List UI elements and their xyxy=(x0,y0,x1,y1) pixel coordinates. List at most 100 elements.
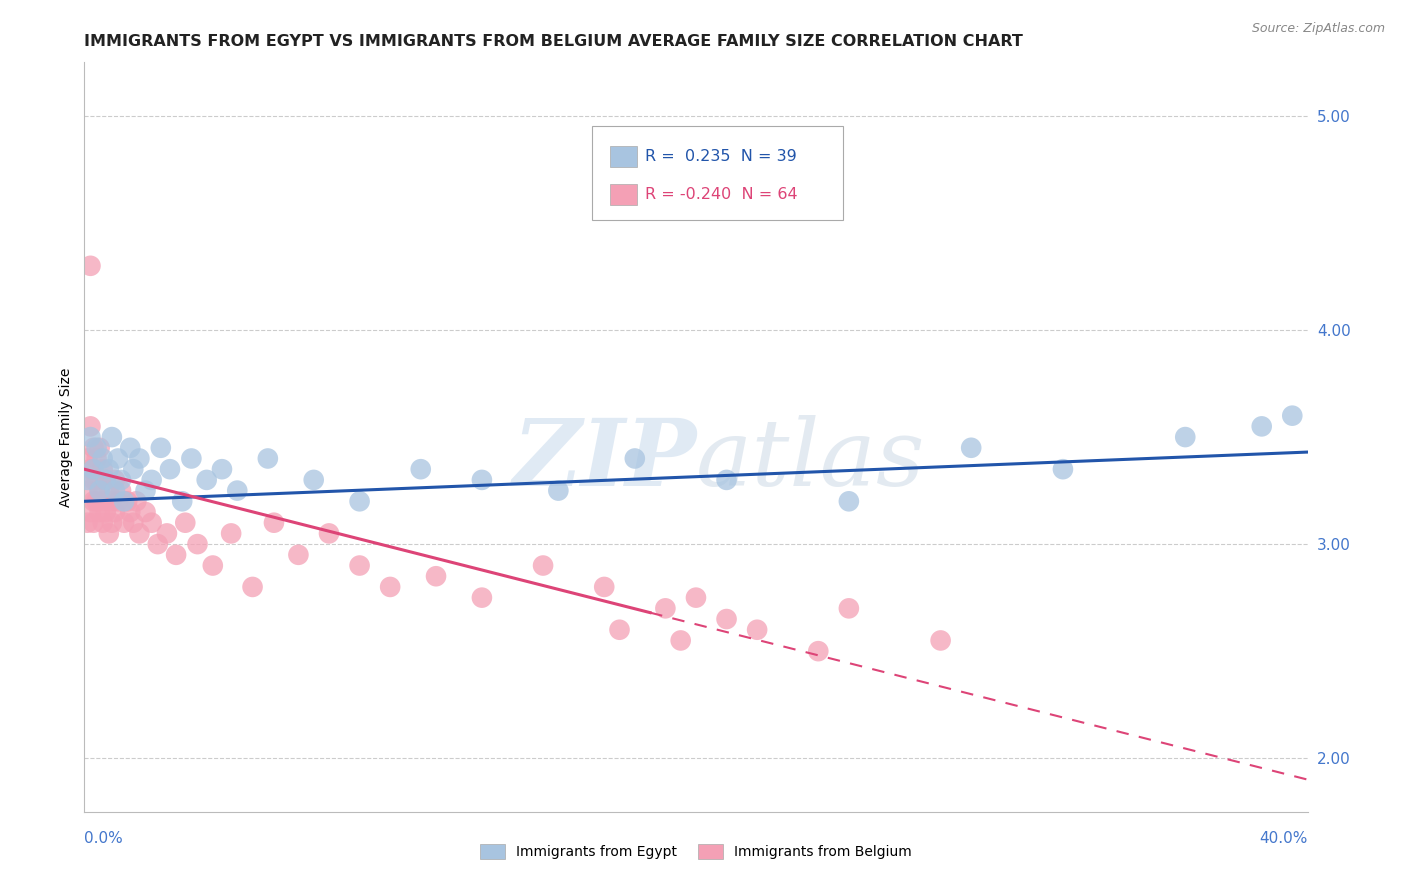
Point xyxy=(141,473,163,487)
Point xyxy=(110,483,132,498)
Point xyxy=(91,451,114,466)
Point xyxy=(76,473,98,487)
Point xyxy=(94,473,117,487)
Point xyxy=(716,473,738,487)
Point xyxy=(76,516,98,530)
Point xyxy=(86,494,108,508)
Text: Source: ZipAtlas.com: Source: ZipAtlas.com xyxy=(1251,22,1385,36)
Point xyxy=(349,558,371,573)
Point xyxy=(110,473,132,487)
Point xyxy=(135,505,157,519)
Text: 40.0%: 40.0% xyxy=(1260,831,1308,846)
Point xyxy=(287,548,309,562)
Text: IMMIGRANTS FROM EGYPT VS IMMIGRANTS FROM BELGIUM AVERAGE FAMILY SIZE CORRELATION: IMMIGRANTS FROM EGYPT VS IMMIGRANTS FROM… xyxy=(84,34,1024,49)
Point xyxy=(128,526,150,541)
FancyBboxPatch shape xyxy=(610,146,637,168)
Point xyxy=(219,526,242,541)
Point xyxy=(929,633,952,648)
Point xyxy=(318,526,340,541)
Point xyxy=(79,505,101,519)
Point xyxy=(159,462,181,476)
Point xyxy=(86,451,108,466)
Point xyxy=(201,558,224,573)
Point xyxy=(425,569,447,583)
Point xyxy=(83,516,105,530)
Point xyxy=(86,473,108,487)
Point xyxy=(122,516,145,530)
Point xyxy=(91,462,114,476)
Point xyxy=(79,419,101,434)
Point xyxy=(83,462,105,476)
FancyBboxPatch shape xyxy=(592,126,842,219)
Point xyxy=(94,505,117,519)
Point xyxy=(79,462,101,476)
Point xyxy=(257,451,280,466)
Point xyxy=(122,462,145,476)
Point xyxy=(226,483,249,498)
Point xyxy=(89,483,111,498)
Point xyxy=(97,462,120,476)
Point xyxy=(120,441,142,455)
Text: 0.0%: 0.0% xyxy=(84,831,124,846)
Point xyxy=(89,483,111,498)
Point xyxy=(149,441,172,455)
Point xyxy=(186,537,208,551)
Point xyxy=(79,259,101,273)
Point xyxy=(838,601,860,615)
Point xyxy=(195,473,218,487)
Point xyxy=(83,441,105,455)
Point xyxy=(89,505,111,519)
Point xyxy=(302,473,325,487)
Point xyxy=(156,526,179,541)
Point xyxy=(174,516,197,530)
Point xyxy=(807,644,830,658)
Point xyxy=(101,516,124,530)
Point xyxy=(1174,430,1197,444)
Point xyxy=(165,548,187,562)
Point xyxy=(128,451,150,466)
Point xyxy=(83,494,105,508)
Point xyxy=(141,516,163,530)
Point xyxy=(101,430,124,444)
Point xyxy=(547,483,569,498)
Point xyxy=(211,462,233,476)
Text: atlas: atlas xyxy=(696,415,925,505)
Point xyxy=(747,623,769,637)
Point xyxy=(120,505,142,519)
Point xyxy=(838,494,860,508)
Point xyxy=(409,462,432,476)
Point xyxy=(135,483,157,498)
Point xyxy=(104,473,127,487)
Point xyxy=(654,601,676,615)
Point xyxy=(89,441,111,455)
Text: ZIP: ZIP xyxy=(512,415,696,505)
Point xyxy=(716,612,738,626)
Point xyxy=(669,633,692,648)
FancyBboxPatch shape xyxy=(610,184,637,205)
Point xyxy=(146,537,169,551)
Point xyxy=(86,441,108,455)
Point xyxy=(531,558,554,573)
Point xyxy=(107,451,129,466)
Point xyxy=(79,430,101,444)
Point xyxy=(172,494,194,508)
Point xyxy=(1281,409,1303,423)
Point xyxy=(624,451,647,466)
Point xyxy=(91,516,114,530)
Point xyxy=(593,580,616,594)
Point xyxy=(76,451,98,466)
Point xyxy=(112,494,135,508)
Text: R = -0.240  N = 64: R = -0.240 N = 64 xyxy=(644,186,797,202)
Point xyxy=(125,494,148,508)
Point xyxy=(112,516,135,530)
Y-axis label: Average Family Size: Average Family Size xyxy=(59,368,73,507)
Legend: Immigrants from Egypt, Immigrants from Belgium: Immigrants from Egypt, Immigrants from B… xyxy=(474,838,918,864)
Point xyxy=(349,494,371,508)
Point xyxy=(94,473,117,487)
Point xyxy=(263,516,285,530)
Point xyxy=(107,494,129,508)
Point xyxy=(380,580,402,594)
Point xyxy=(97,483,120,498)
Point xyxy=(180,451,202,466)
Point xyxy=(97,526,120,541)
